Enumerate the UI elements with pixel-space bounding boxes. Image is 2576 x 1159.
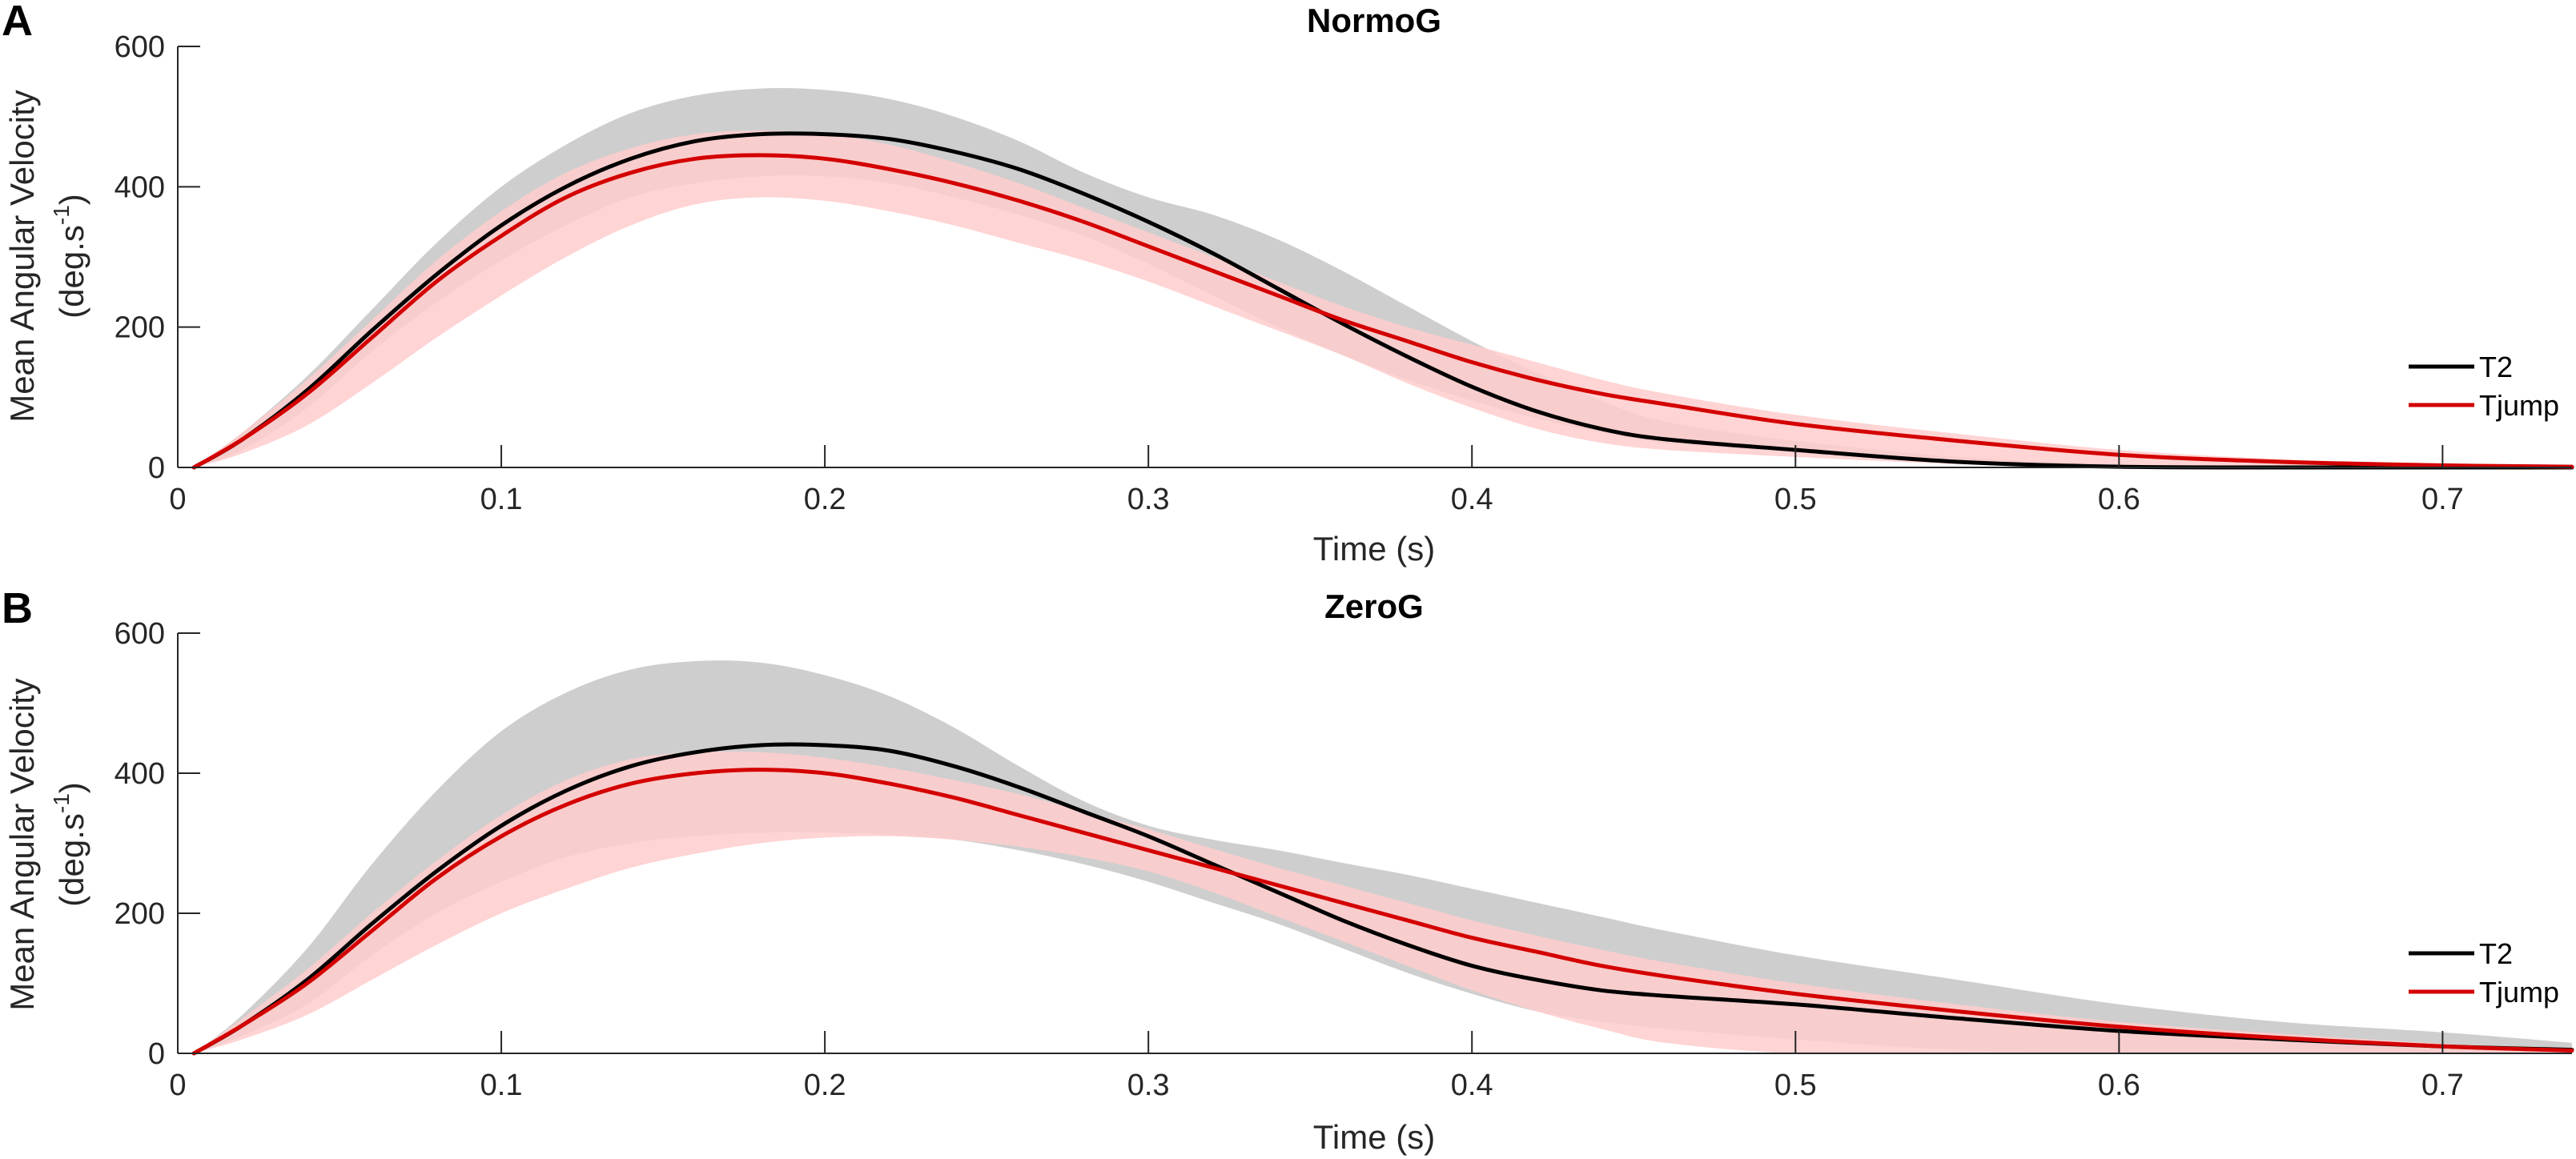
legend-label-t2: T2 xyxy=(2479,937,2513,970)
series-line-t2 xyxy=(191,742,2574,1056)
legend-label-tjump: Tjump xyxy=(2479,976,2559,1009)
series-line-tjump xyxy=(191,768,2574,1056)
series-line-t2 xyxy=(191,131,2574,470)
y-axis-unit-close: ) xyxy=(53,782,90,793)
x-tick-label: 0 xyxy=(169,1069,186,1102)
x-axis-label: Time (s) xyxy=(1313,1118,1435,1156)
plot-area: 0 0.1 0.2 0.3 0.4 0.5 0.6 0.7 0 200 400 600 T2 Tjump xyxy=(115,30,2574,516)
y-axis-unit: (deg.s xyxy=(53,813,90,907)
x-tick-label: 0.3 xyxy=(1127,1069,1170,1102)
x-tick-label: 0 xyxy=(169,483,186,516)
panel-b: B ZeroG 0 0.1 0.2 0.3 0.4 0.5 0.6 0.7 0 200 400 600… xyxy=(2,584,2574,1156)
y-axis-unit-exponent: -1 xyxy=(49,205,74,225)
y-tick-label: 0 xyxy=(148,1037,165,1071)
y-axis-unit-exponent: -1 xyxy=(49,793,74,813)
x-tick-label: 0.5 xyxy=(1774,1069,1817,1102)
legend: T2 Tjump xyxy=(2409,351,2559,422)
y-axis-label: Mean Angular Velocity (deg.s-1) xyxy=(3,90,90,423)
x-tick-label: 0.2 xyxy=(804,483,846,516)
x-tick-label: 0.4 xyxy=(1451,483,1493,516)
y-tick-label: 400 xyxy=(115,170,165,204)
y-axis-label-line1: Mean Angular Velocity xyxy=(3,90,41,423)
panel-letter: A xyxy=(2,0,33,45)
x-tick-label: 0.6 xyxy=(2098,1069,2140,1102)
x-tick-label: 0.6 xyxy=(2098,483,2140,516)
y-tick-label: 200 xyxy=(115,897,165,931)
chart-title: ZeroG xyxy=(1324,588,1424,625)
band-tjump xyxy=(194,751,2573,1054)
x-tick-label: 0.1 xyxy=(480,1069,523,1102)
legend: T2 Tjump xyxy=(2409,937,2559,1009)
x-tick-label: 0.3 xyxy=(1127,483,1170,516)
y-tick-label: 600 xyxy=(115,617,165,651)
y-axis-label-line1: Mean Angular Velocity xyxy=(3,678,41,1011)
x-tick-label: 0.1 xyxy=(480,483,523,516)
x-tick-label: 0.2 xyxy=(804,1069,846,1102)
y-axis-label-line2: (deg.s-1) xyxy=(49,782,90,907)
legend-label-t2: T2 xyxy=(2479,351,2513,383)
x-axis-label: Time (s) xyxy=(1313,530,1435,567)
x-tick-label: 0.5 xyxy=(1774,483,1817,516)
panel-letter: B xyxy=(2,584,33,632)
y-axis-label-line2: (deg.s-1) xyxy=(49,194,90,319)
band-t2 xyxy=(194,88,2573,468)
y-tick-label: 0 xyxy=(148,451,165,485)
x-tick-label: 0.7 xyxy=(2421,1069,2464,1102)
chart-title: NormoG xyxy=(1307,2,1441,39)
y-tick-label: 200 xyxy=(115,311,165,345)
y-axis-unit: (deg.s xyxy=(53,225,90,319)
series-line-tjump xyxy=(191,153,2574,470)
y-tick-label: 400 xyxy=(115,757,165,791)
y-axis-label: Mean Angular Velocity (deg.s-1) xyxy=(3,678,90,1011)
x-tick-label: 0.4 xyxy=(1451,1069,1493,1102)
x-tick-label: 0.7 xyxy=(2421,483,2464,516)
y-axis-unit-close: ) xyxy=(53,194,90,205)
panel-a: A NormoG 0 0.1 0.2 0.3 0.4 0.5 0.6 0.7 0 200 400 60… xyxy=(2,0,2574,567)
y-tick-label: 600 xyxy=(115,30,165,64)
plot-area: 0 0.1 0.2 0.3 0.4 0.5 0.6 0.7 0 200 400 600 T2 Tjump xyxy=(115,617,2574,1102)
legend-label-tjump: Tjump xyxy=(2479,389,2559,422)
